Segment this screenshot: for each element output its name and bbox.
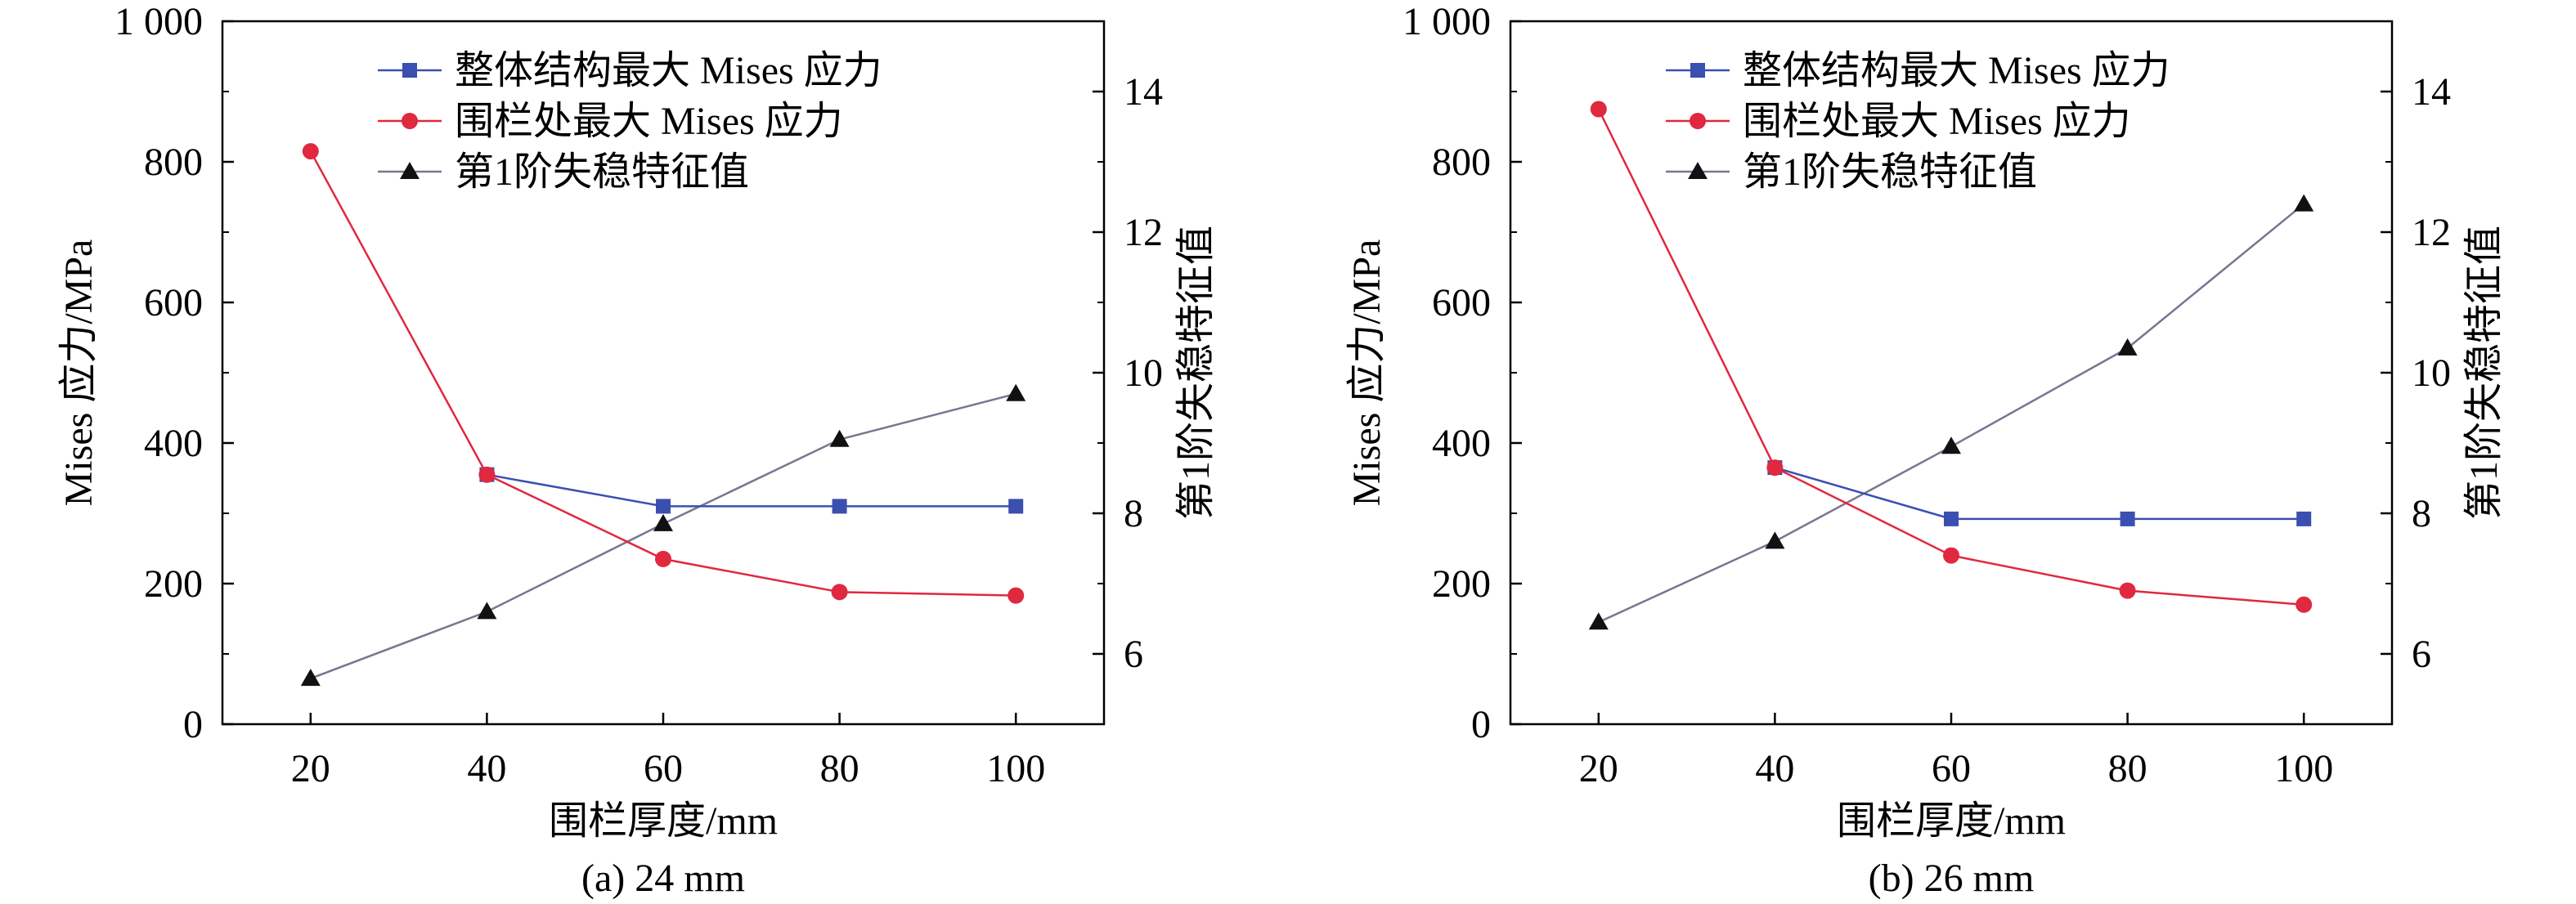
data-point-circle bbox=[1766, 459, 1784, 477]
chart-panel-a: 20 40 60 80 100 0 200 400 600 800 1 000 6 8 10 12 14 围栏厚… bbox=[57, 0, 1218, 900]
legend-marker-triangle bbox=[400, 162, 420, 179]
x-tick-label: 60 bbox=[644, 747, 683, 790]
x-tick-label: 20 bbox=[291, 747, 330, 790]
legend-label: 第1阶失稳特征值 bbox=[455, 150, 749, 194]
y-tick-label: 200 bbox=[144, 562, 203, 606]
y2-tick-label: 8 bbox=[1124, 492, 1143, 535]
legend-marker-square bbox=[402, 63, 417, 78]
chart-caption: (b) 26 mm bbox=[1869, 857, 2035, 900]
x-tick-label: 40 bbox=[1755, 747, 1794, 790]
legend-label: 围栏处最大 Mises 应力 bbox=[455, 100, 843, 143]
data-point-triangle bbox=[2117, 338, 2138, 356]
y-tick-label: 400 bbox=[144, 422, 203, 465]
data-point-triangle bbox=[829, 429, 850, 447]
data-point-triangle bbox=[477, 602, 497, 620]
y2-axis-title: 第1阶失稳特征值 bbox=[2462, 226, 2506, 520]
legend-marker-circle bbox=[402, 113, 418, 129]
data-point-circle bbox=[2296, 596, 2313, 613]
data-point-triangle bbox=[2294, 194, 2314, 212]
data-point-circle bbox=[1008, 587, 1025, 604]
data-point-triangle bbox=[653, 513, 673, 531]
y-tick-label: 1 000 bbox=[114, 0, 203, 43]
legend-label: 整体结构最大 Mises 应力 bbox=[455, 49, 882, 92]
x-tick-label: 100 bbox=[986, 747, 1045, 790]
legend-label: 第1阶失稳特征值 bbox=[1743, 150, 2037, 194]
y2-tick-label: 8 bbox=[2412, 492, 2431, 535]
data-point-triangle bbox=[1765, 531, 1785, 549]
y-tick-label: 1 000 bbox=[1402, 0, 1491, 43]
x-tick-label: 80 bbox=[2108, 747, 2147, 790]
y2-tick-label: 12 bbox=[2412, 211, 2451, 254]
data-point-circle bbox=[1943, 547, 1959, 564]
data-point-triangle bbox=[300, 669, 321, 687]
y-tick-label: 200 bbox=[1432, 562, 1491, 606]
y-tick-label: 800 bbox=[144, 141, 203, 184]
data-point-square bbox=[2120, 511, 2135, 526]
x-axis-title: 围栏厚度/mm bbox=[1837, 799, 2066, 843]
chart-caption: (a) 24 mm bbox=[581, 857, 745, 900]
data-point-triangle bbox=[1588, 612, 1609, 630]
series-line-square bbox=[1775, 466, 2304, 521]
data-point-square bbox=[1944, 511, 1959, 526]
legend-label: 围栏处最大 Mises 应力 bbox=[1743, 100, 2131, 143]
data-point-square bbox=[1008, 499, 1024, 514]
x-axis-title: 围栏厚度/mm bbox=[549, 799, 778, 843]
data-point-square bbox=[656, 499, 671, 514]
legend-marker-square bbox=[1690, 63, 1705, 78]
x-tick-label: 60 bbox=[1932, 747, 1971, 790]
legend-marker-triangle bbox=[1688, 162, 1708, 179]
data-point-triangle bbox=[1941, 436, 1961, 454]
y2-tick-label: 12 bbox=[1124, 211, 1163, 254]
data-point-square bbox=[832, 499, 847, 514]
x-tick-label: 80 bbox=[820, 747, 859, 790]
y2-tick-label: 6 bbox=[1124, 633, 1143, 676]
y2-tick-label: 14 bbox=[2412, 70, 2451, 114]
legend-marker-circle bbox=[1690, 113, 1706, 129]
y2-tick-label: 14 bbox=[1124, 70, 1163, 114]
series-line-triangle bbox=[310, 392, 1016, 680]
y2-tick-label: 10 bbox=[1124, 351, 1163, 395]
y2-tick-label: 10 bbox=[2412, 351, 2451, 395]
y-tick-label: 600 bbox=[1432, 281, 1491, 324]
data-point-triangle bbox=[1006, 383, 1026, 401]
y-axis-title: Mises 应力/MPa bbox=[57, 239, 101, 507]
chart-panel-b: 20 40 60 80 100 0 200 400 600 800 1 000 6 8 10 12 14 围栏厚… bbox=[1288, 0, 2576, 904]
data-point-circle bbox=[2119, 582, 2136, 599]
legend-label: 整体结构最大 Mises 应力 bbox=[1743, 49, 2170, 92]
y-tick-label: 600 bbox=[144, 281, 203, 324]
data-point-circle bbox=[1590, 101, 1607, 118]
series-line-square bbox=[487, 473, 1016, 508]
y-tick-label: 400 bbox=[1432, 422, 1491, 465]
data-point-circle bbox=[655, 550, 671, 567]
y2-tick-label: 6 bbox=[2412, 633, 2431, 676]
x-tick-label: 40 bbox=[467, 747, 506, 790]
y-axis-title: Mises 应力/MPa bbox=[1345, 239, 1389, 507]
y2-axis-title: 第1阶失稳特征值 bbox=[1174, 226, 1218, 520]
data-point-circle bbox=[478, 466, 496, 483]
data-point-circle bbox=[302, 143, 319, 160]
y-tick-label: 0 bbox=[183, 703, 203, 746]
y-tick-label: 0 bbox=[1471, 703, 1491, 746]
data-point-circle bbox=[831, 584, 848, 601]
x-tick-label: 100 bbox=[2274, 747, 2333, 790]
y-tick-label: 800 bbox=[1432, 141, 1491, 184]
data-point-square bbox=[2296, 511, 2312, 526]
x-tick-label: 20 bbox=[1579, 747, 1618, 790]
